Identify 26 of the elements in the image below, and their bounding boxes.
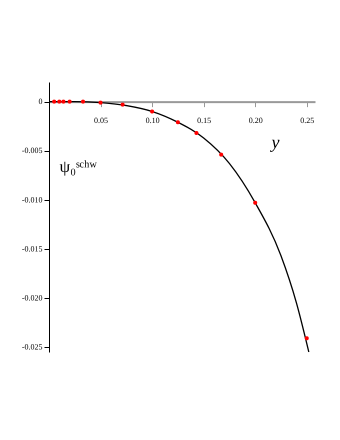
point (176, 120, 180, 124)
point (194, 131, 198, 136)
point (61, 100, 66, 104)
x-axis-title: y (270, 132, 280, 152)
x-tick-label: 0.10 (146, 116, 160, 126)
y-tick-label: -0.020 (22, 294, 42, 302)
y-tick-label: -0.010 (22, 195, 42, 204)
x-tick-label: 0.20 (248, 116, 263, 126)
y-axis-title: ψ₀ˢᶜʰʷ (60, 156, 98, 176)
y-tick-label: 0 (38, 97, 42, 106)
point (304, 336, 309, 340)
point (52, 100, 56, 104)
point (253, 200, 258, 205)
y-tick-label: -0.015 (22, 244, 42, 254)
x-tick-label: 0.05 (94, 116, 108, 126)
y-tick-label: -0.005 (22, 146, 42, 156)
point (120, 102, 125, 107)
x-tick-label: 0.15 (197, 116, 212, 126)
point (98, 100, 103, 105)
point (150, 109, 154, 114)
x-tick-label: 0.25 (300, 116, 314, 126)
point (219, 152, 224, 157)
point (81, 100, 86, 104)
y-tick-label: -0.025 (22, 342, 42, 352)
point (68, 100, 72, 104)
point (57, 100, 62, 104)
